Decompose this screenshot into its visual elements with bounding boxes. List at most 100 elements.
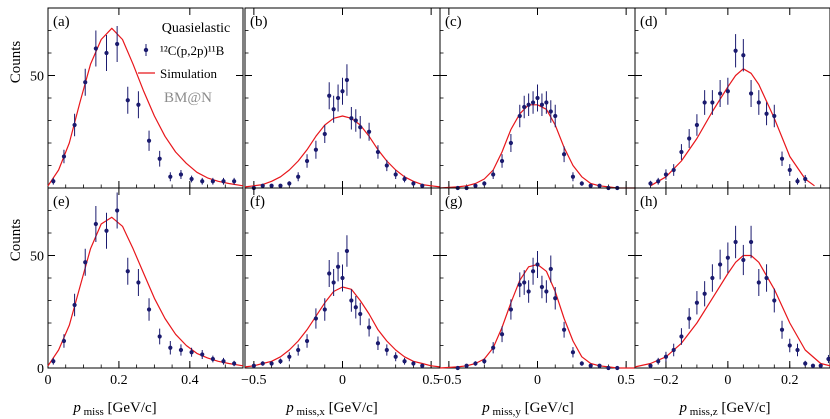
data-point [508,140,514,146]
x-tick-label: 0 [724,373,731,388]
data-point [313,316,319,321]
data-point [157,334,162,339]
data-point [189,176,194,182]
data-point [473,183,478,188]
data-point [810,363,816,368]
data-point [335,95,341,101]
data-point [491,172,496,177]
data-point [104,228,109,233]
data-point [710,275,715,281]
data-point [344,248,350,254]
data-point [687,316,692,321]
data-point [232,179,237,184]
data-point [499,158,505,164]
data-point [548,266,553,272]
data-point [561,152,567,157]
data-point [157,156,162,161]
data-point [353,305,358,310]
data-point [597,363,602,368]
data-point [597,183,602,188]
data-point [570,350,576,355]
data-point [278,183,283,188]
data-point [764,111,769,116]
data-point [522,104,527,110]
panel-label: (g) [445,194,463,210]
data-point [539,284,545,290]
panel-label: (d) [640,14,658,30]
data-point [779,156,785,161]
data-point [269,183,274,188]
data-point [748,239,754,245]
data-point [178,172,184,177]
data-point [420,183,425,188]
data-point [656,179,661,184]
data-point [499,332,505,337]
x-axis-title: p miss,y [GeV/c] [481,400,574,418]
panel-label: (a) [53,14,70,30]
data-point [189,350,194,355]
x-tick-label: 0 [339,373,346,388]
data-point [548,109,553,114]
data-point [136,280,141,285]
data-point [344,77,350,83]
data-point [93,221,98,227]
data-point [508,307,514,312]
data-point [579,361,584,366]
data-point [146,138,152,143]
simulation-curve [47,27,244,187]
data-point [287,181,292,186]
data-point [51,359,56,364]
x-tick-label: 0.2 [781,373,799,388]
data-point [756,100,761,105]
data-point [718,262,723,267]
data-point [694,122,700,128]
data-point [366,129,372,134]
data-point [535,95,540,101]
data-point [269,361,274,366]
data-point [702,100,707,105]
data-point [733,239,738,245]
data-point [221,179,226,184]
panel-g: (g) −0.5 0 0.5 [436,187,636,388]
x-tick-label: 0.5 [422,373,440,388]
panel-label: (h) [640,194,658,210]
data-point [393,172,398,177]
data-point [671,347,676,353]
legend-data-label: ¹²C(p,2p)¹¹B [160,43,225,58]
x-tick-label: 0 [45,373,52,388]
x-axis-title: p miss,z [GeV/c] [679,400,771,418]
data-point [384,163,389,168]
data-point [93,46,98,51]
data-point [335,264,341,269]
data-point [115,41,120,47]
panel-label: (f) [250,194,265,210]
data-point [375,341,381,346]
data-point [349,116,354,121]
data-point [455,365,460,371]
data-point [679,149,684,155]
data-point [779,327,785,332]
data-point [366,325,372,330]
data-point [561,327,567,332]
data-point [168,174,173,179]
data-point [570,174,576,179]
data-point [491,345,496,350]
data-point [517,282,522,287]
data-point [136,102,141,107]
watermark: BM@N [164,90,212,106]
data-point [663,354,669,359]
data-point [210,179,215,184]
data-point [104,50,109,56]
data-point [278,359,283,364]
data-point [411,181,416,186]
data-point [313,147,319,152]
simulation-curve [650,68,815,187]
data-point [606,365,611,371]
data-point [795,347,800,353]
simulation-curve [47,216,244,367]
panel-f: (f) −0.5 0 0.5 [241,187,441,388]
data-point [687,136,692,141]
data-point [671,167,676,173]
panel-label: (c) [445,14,462,30]
